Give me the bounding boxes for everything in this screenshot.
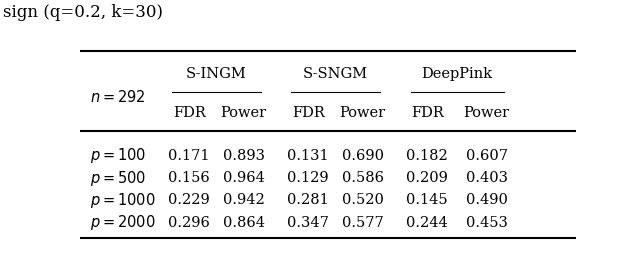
Text: 0.586: 0.586 xyxy=(342,171,384,185)
Text: Power: Power xyxy=(221,106,267,120)
Text: FDR: FDR xyxy=(292,106,324,120)
Text: Power: Power xyxy=(340,106,386,120)
Text: 0.942: 0.942 xyxy=(223,193,264,207)
Text: DeepPink: DeepPink xyxy=(421,68,493,81)
Text: FDR: FDR xyxy=(173,106,205,120)
Text: 0.171: 0.171 xyxy=(168,149,210,163)
Text: 0.864: 0.864 xyxy=(223,216,265,230)
Text: 0.520: 0.520 xyxy=(342,193,383,207)
Text: 0.577: 0.577 xyxy=(342,216,383,230)
Text: $p = 500$: $p = 500$ xyxy=(90,168,146,188)
Text: 0.490: 0.490 xyxy=(466,193,508,207)
Text: 0.893: 0.893 xyxy=(223,149,265,163)
Text: 0.131: 0.131 xyxy=(287,149,329,163)
Text: 0.281: 0.281 xyxy=(287,193,329,207)
Text: $p = 100$: $p = 100$ xyxy=(90,146,146,165)
Text: FDR: FDR xyxy=(411,106,444,120)
Text: 0.690: 0.690 xyxy=(342,149,384,163)
Text: Power: Power xyxy=(463,106,510,120)
Text: 0.244: 0.244 xyxy=(406,216,448,230)
Text: $p = 1000$: $p = 1000$ xyxy=(90,191,156,210)
Text: S-SNGM: S-SNGM xyxy=(303,68,368,81)
Text: 0.145: 0.145 xyxy=(406,193,448,207)
Text: $n = 292$: $n = 292$ xyxy=(90,89,145,105)
Text: 0.182: 0.182 xyxy=(406,149,448,163)
Text: 0.607: 0.607 xyxy=(466,149,508,163)
Text: $p = 2000$: $p = 2000$ xyxy=(90,213,156,232)
Text: S-INGM: S-INGM xyxy=(186,68,247,81)
Text: 0.453: 0.453 xyxy=(466,216,508,230)
Text: 0.229: 0.229 xyxy=(168,193,210,207)
Text: 0.209: 0.209 xyxy=(406,171,448,185)
Text: 0.964: 0.964 xyxy=(223,171,264,185)
Text: 0.156: 0.156 xyxy=(168,171,210,185)
Text: 0.296: 0.296 xyxy=(168,216,210,230)
Text: 0.129: 0.129 xyxy=(287,171,329,185)
Text: sign (q=0.2, k=30): sign (q=0.2, k=30) xyxy=(3,4,163,21)
Text: 0.347: 0.347 xyxy=(287,216,329,230)
Text: 0.403: 0.403 xyxy=(466,171,508,185)
